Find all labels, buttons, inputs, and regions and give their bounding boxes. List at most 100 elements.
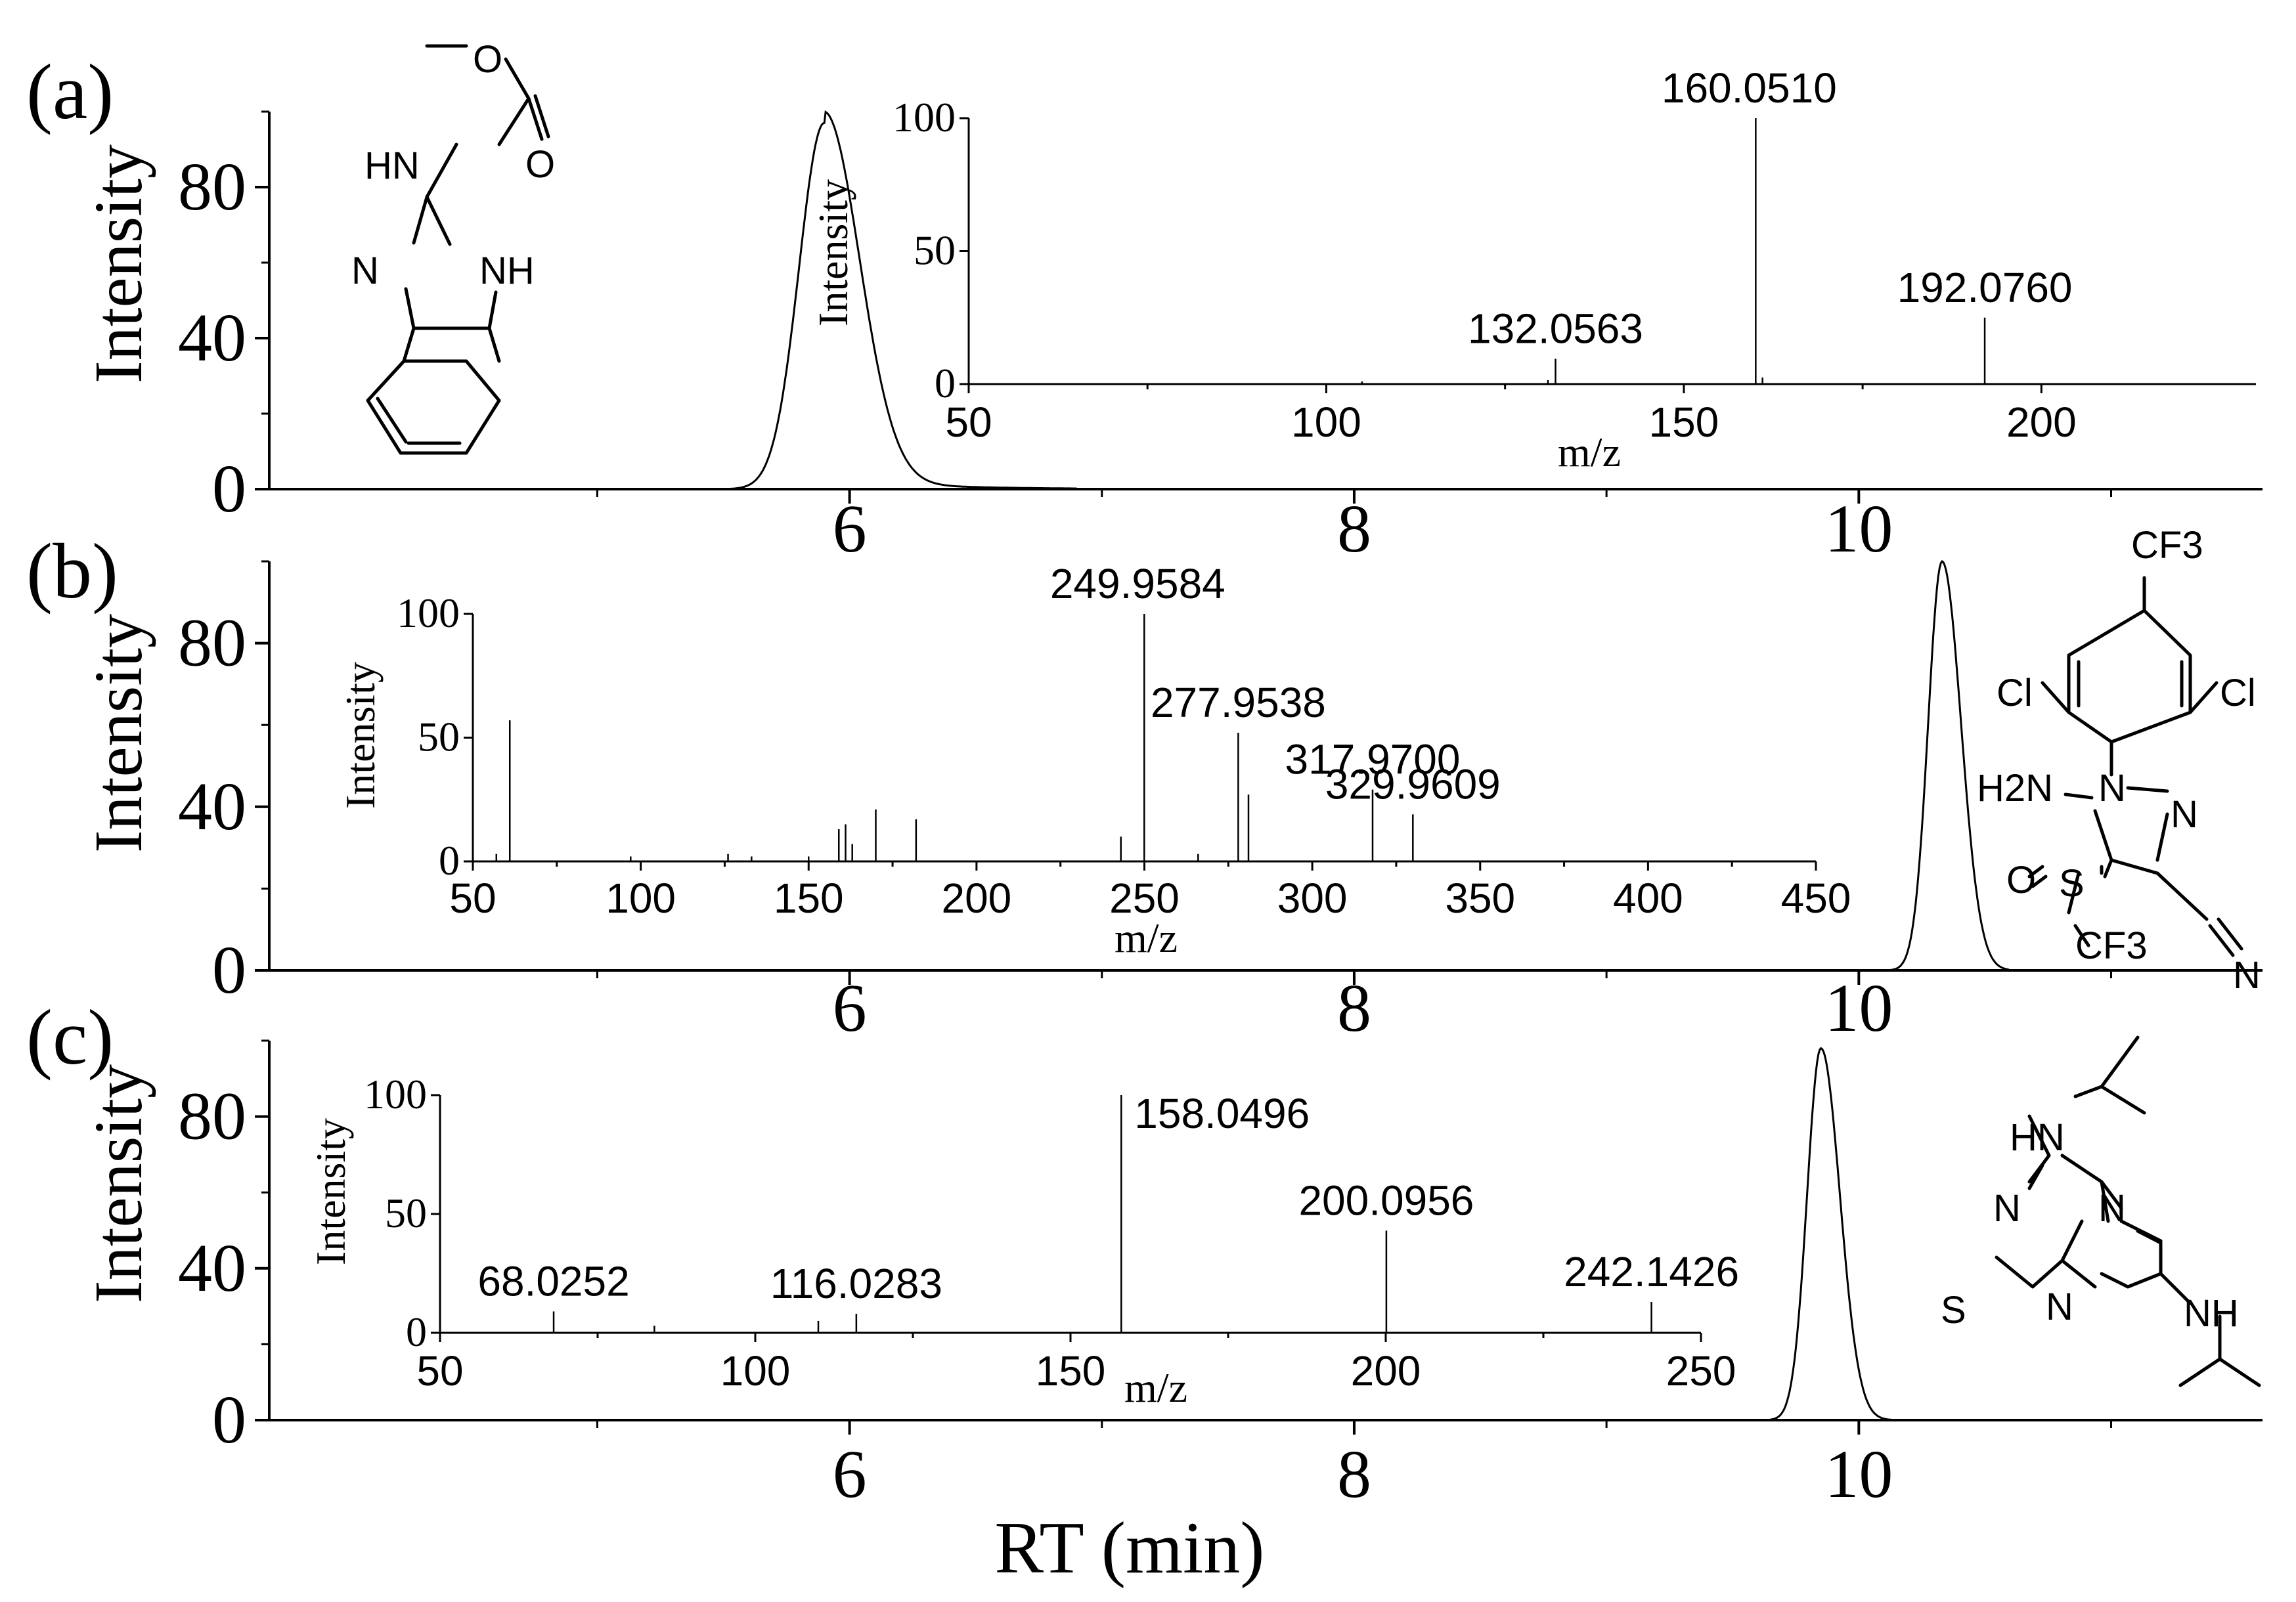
panel-c-ms-y-ticks: 0 50 100	[364, 1071, 440, 1355]
panel-b-x-tick-label: 6	[833, 970, 867, 1046]
panel-b-ms-peak-label: 277.9538	[1151, 679, 1326, 726]
panel-a-ms-x-tick-label: 150	[1648, 399, 1719, 446]
panel-c-y-tick-label: 80	[178, 1079, 246, 1154]
panel-c-ms-peaks: 68.0252 116.0283 158.0496 200.0956 242.1426	[477, 1090, 1739, 1333]
panel-b-ms-y-ticks: 0 50 100	[397, 590, 473, 884]
panel-b-structure-atom: N	[2171, 793, 2198, 836]
panel-a-ms-xlabel: m/z	[1558, 429, 1621, 475]
panel-b-x-tick-label: 8	[1337, 970, 1371, 1046]
panel-b-x-tick-label: 10	[1824, 970, 1893, 1046]
panel-b-y-tick-label: 0	[212, 932, 246, 1008]
panel-b-ms-peak-label: 329.9609	[1325, 760, 1501, 808]
panel-b-y-tick-label: 80	[178, 605, 246, 681]
panel-c-ms-x-tick-label: 150	[1036, 1347, 1106, 1395]
panel-c-y-tick-label: 0	[212, 1382, 246, 1458]
panel-a-y-ticks: 0 40 80	[178, 110, 269, 527]
panel-c-ms-xlabel: m/z	[1124, 1364, 1187, 1411]
panel-a-structure-atom: N	[351, 249, 379, 292]
panel-c-structure-atom: N	[2098, 1187, 2126, 1230]
panel-a-ms-y-tick-label: 100	[893, 94, 956, 141]
panel-b-chromatogram-trace	[269, 559, 2010, 972]
panel-a-ms-peak-label: 132.0563	[1468, 305, 1643, 353]
panel-c: (c) Intensity 0 40 80 6 8 10 HN N N S N NH I…	[26, 993, 2263, 1512]
panel-b-ms-x-ticks: 50 100 150 200 250 300 350 400 450	[449, 861, 1851, 922]
panel-b-ms-x-tick-label: 250	[1109, 875, 1180, 922]
panel-b-ms-x-tick-label: 400	[1613, 875, 1683, 922]
panel-b-y-tick-label: 40	[178, 769, 246, 844]
panel-a-ylabel: Intensity	[81, 144, 156, 383]
panel-b: (b) Intensity 0 40 80 6 8 10 CF3 Cl Cl H2N N…	[26, 524, 2263, 1046]
panel-a-structure-atom: O	[525, 143, 555, 186]
panel-b-ms-x-tick-label: 350	[1445, 875, 1515, 922]
panel-a-structure: O HN O N NH	[351, 38, 555, 455]
panel-a-ms-peaks: 132.0563 160.0510 192.0760	[1361, 64, 2073, 384]
panel-b-structure-atom: Cl	[2220, 672, 2256, 714]
panel-b-ms-ylabel: Intensity	[337, 662, 384, 809]
panel-b-y-ticks: 0 40 80	[178, 560, 269, 1008]
panel-a-x-tick-label: 10	[1824, 491, 1893, 567]
panel-a-x-tick-label: 6	[833, 491, 867, 567]
panel-a-ms-ylabel: Intensity	[810, 179, 856, 326]
panel-c-ms-y-tick-label: 100	[364, 1071, 427, 1117]
panel-a-ms-y-tick-label: 0	[935, 360, 956, 406]
panel-b-structure-atom: S	[2059, 862, 2085, 905]
x-axis-title: RT (min)	[994, 1507, 1264, 1589]
panel-a-y-tick-label: 40	[178, 300, 246, 376]
panel-c-structure-atom: N	[2046, 1286, 2073, 1328]
panel-b-ms-x-tick-label: 450	[1781, 875, 1851, 922]
panel-c-x-tick-label: 6	[833, 1437, 867, 1512]
panel-b-structure-atom: N	[2233, 954, 2261, 997]
panel-a-chromatogram-trace	[572, 110, 1077, 490]
panel-c-structure-atom: S	[1941, 1289, 1966, 1331]
panel-c-structure-atom: HN	[2010, 1116, 2065, 1159]
panel-b-ms-y-tick-label: 50	[418, 714, 460, 760]
panel-c-ms-x-tick-label: 100	[720, 1347, 791, 1395]
panel-b-x-ticks: 6 8 10	[596, 970, 2112, 1046]
panel-a-ms-y-ticks: 0 50 100	[893, 94, 969, 406]
panel-c-ms-y-tick-label: 50	[385, 1190, 427, 1236]
panel-a: (a) Intensity 0 40 80 6 8 10 O HN O N NH Int…	[26, 38, 2263, 567]
panel-b-structure: CF3 Cl Cl H2N N N O S CF3 N	[1977, 524, 2261, 997]
panel-a-x-ticks: 6 8 10	[596, 489, 2112, 567]
panel-a-structure-atom: HN	[364, 144, 420, 187]
panel-b-structure-atom: Cl	[1997, 672, 2033, 714]
panel-c-ms-peak-label: 200.0956	[1298, 1177, 1474, 1224]
panel-b-ms-y-tick-label: 100	[397, 590, 460, 636]
panel-a-ms-x-tick-label: 100	[1291, 399, 1361, 446]
panel-c-ms-x-tick-label: 250	[1666, 1347, 1736, 1395]
panel-b-label: (b)	[26, 527, 118, 615]
panel-a-ms-peak-label: 160.0510	[1662, 64, 1837, 112]
panel-b-structure-atom: CF3	[2131, 524, 2203, 567]
panel-a-x-tick-label: 8	[1337, 491, 1371, 567]
panel-c-structure-atom: NH	[2184, 1292, 2239, 1335]
panel-c-y-tick-label: 40	[178, 1230, 246, 1306]
panel-c-x-tick-label: 10	[1824, 1437, 1893, 1512]
panel-c-ms-ylabel: Intensity	[307, 1118, 354, 1265]
panel-a-ms-x-tick-label: 200	[2006, 399, 2077, 446]
panel-a-ms-y-tick-label: 50	[914, 227, 956, 274]
panel-c-ylabel: Intensity	[81, 1064, 156, 1303]
panel-c-label: (c)	[26, 993, 114, 1081]
panel-b-ms-x-tick-label: 200	[941, 875, 1011, 922]
panel-a-ms-x-tick-label: 50	[945, 399, 992, 446]
panel-b-ms-peak-label: 249.9584	[1050, 560, 1225, 607]
panel-c-ms-peak-label: 158.0496	[1134, 1090, 1310, 1137]
panel-c-x-ticks: 6 8 10	[596, 1420, 2112, 1512]
panel-c-ms-x-ticks: 50 100 150 200 250	[416, 1333, 1736, 1395]
panel-c-ms-x-tick-label: 50	[416, 1347, 463, 1395]
panel-b-structure-atom: O	[2006, 859, 2036, 901]
panel-a-label: (a)	[26, 48, 114, 135]
panel-b-ms-x-tick-label: 50	[449, 875, 496, 922]
panel-b-ms-xlabel: m/z	[1115, 915, 1178, 961]
panel-b-structure-atom: N	[2098, 767, 2126, 810]
panel-b-ms-x-tick-label: 150	[774, 875, 844, 922]
panel-c-structure: HN N N S N NH	[1941, 1035, 2261, 1387]
panel-c-ms-peak-label: 116.0283	[770, 1260, 942, 1307]
panel-c-ms-y-tick-label: 0	[406, 1309, 427, 1355]
panel-a-y-tick-label: 80	[178, 149, 246, 225]
panel-a-structure-atom: O	[473, 38, 502, 81]
panel-b-ms-x-tick-label: 100	[606, 875, 676, 922]
